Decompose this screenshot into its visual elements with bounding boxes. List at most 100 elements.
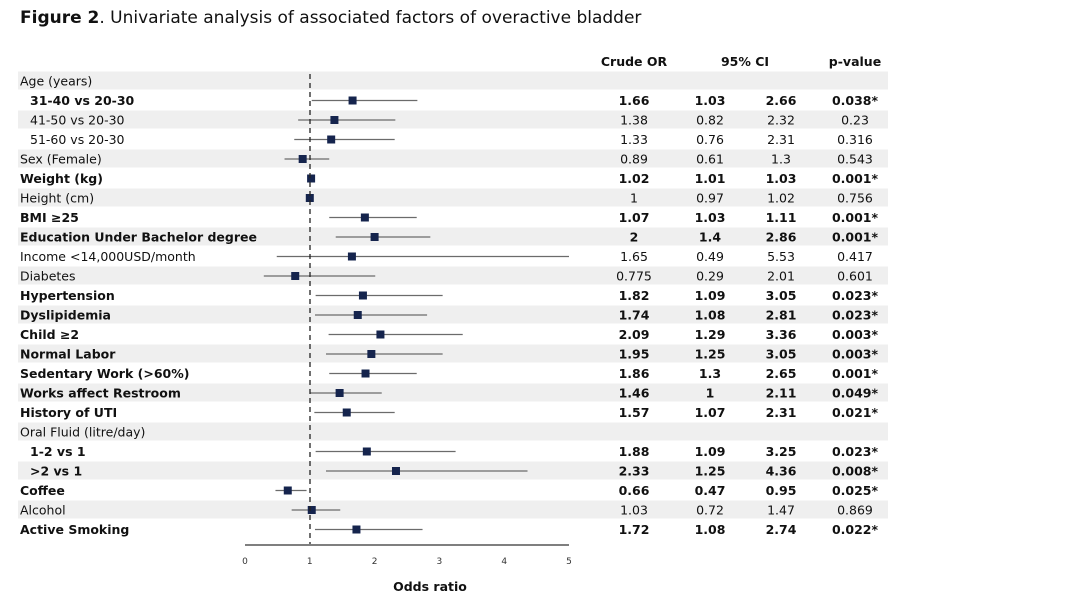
ci-lower-value: 0.29 xyxy=(696,269,724,284)
p-value: 0.008* xyxy=(832,464,879,479)
odds-ratio-marker xyxy=(330,116,339,124)
ci-upper-value: 4.36 xyxy=(766,464,797,479)
row-label: Diabetes xyxy=(20,269,76,284)
forest-row: 1-2 vs 1 1.88 1.09 3.25 0.023* xyxy=(30,444,878,459)
ci-upper-value: 5.53 xyxy=(767,249,795,264)
p-value: 0.025* xyxy=(832,483,879,498)
p-value: 0.001* xyxy=(832,171,879,186)
forest-row: Weight (kg) 1.02 1.01 1.03 0.001* xyxy=(20,171,878,186)
ci-lower-value: 0.47 xyxy=(695,483,726,498)
odds-ratio-marker xyxy=(376,330,385,339)
ci-upper-value: 2.66 xyxy=(766,93,797,108)
ci-upper-value: 2.11 xyxy=(766,386,797,401)
row-band xyxy=(18,305,888,324)
forest-row: Diabetes 0.775 0.29 2.01 0.601 xyxy=(20,269,873,284)
odds-ratio-marker xyxy=(342,408,351,417)
row-label: Alcohol xyxy=(20,503,66,518)
row-label: Income <14,000USD/month xyxy=(20,249,196,264)
row-label: Child ≥2 xyxy=(20,327,79,342)
crude-or-value: 1.82 xyxy=(619,288,650,303)
row-label: Coffee xyxy=(20,483,65,498)
odds-ratio-marker xyxy=(283,486,292,495)
crude-or-value: 1.03 xyxy=(620,503,648,518)
ci-lower-value: 1.3 xyxy=(699,366,721,381)
p-value: 0.001* xyxy=(832,230,879,245)
p-value: 0.869 xyxy=(837,503,873,518)
crude-or-value: 1.72 xyxy=(619,522,650,537)
ci-upper-value: 2.74 xyxy=(766,522,797,537)
forest-row: 31-40 vs 20-30 1.66 1.03 2.66 0.038* xyxy=(30,93,878,108)
row-band xyxy=(18,71,888,90)
ci-upper-value: 2.31 xyxy=(767,132,795,147)
crude-or-value: 2.09 xyxy=(619,327,650,342)
ci-lower-value: 1.09 xyxy=(695,444,726,459)
p-value: 0.417 xyxy=(837,249,873,264)
odds-ratio-marker xyxy=(307,174,316,183)
row-label: 51-60 vs 20-30 xyxy=(30,132,125,147)
ci-lower-value: 0.72 xyxy=(696,503,724,518)
forest-row: 51-60 vs 20-30 1.33 0.76 2.31 0.316 xyxy=(30,132,873,147)
row-label: Weight (kg) xyxy=(20,171,103,186)
row-band xyxy=(18,500,888,519)
row-label: Sex (Female) xyxy=(20,152,102,167)
row-label: Age (years) xyxy=(20,74,92,89)
row-band xyxy=(18,188,888,207)
p-value: 0.756 xyxy=(837,191,873,206)
p-value: 0.543 xyxy=(837,152,873,167)
crude-or-value: 1.46 xyxy=(619,386,650,401)
crude-or-value: 1.65 xyxy=(620,249,648,264)
ci-upper-value: 2.81 xyxy=(766,308,797,323)
crude-or-value: 1.86 xyxy=(619,366,650,381)
forest-row: Active Smoking 1.72 1.08 2.74 0.022* xyxy=(20,522,878,537)
ci-lower-value: 0.76 xyxy=(696,132,724,147)
forest-row: Normal Labor 1.95 1.25 3.05 0.003* xyxy=(20,347,878,362)
crude-or-value: 1 xyxy=(630,191,638,206)
row-band xyxy=(18,266,888,285)
ci-lower-value: 1.25 xyxy=(695,464,726,479)
x-axis-ticks: 0 1 2 3 4 5 xyxy=(242,557,572,567)
p-value: 0.023* xyxy=(832,288,879,303)
odds-ratio-marker xyxy=(370,233,379,241)
forest-row: Education Under Bachelor degree 2 1.4 2.86 0… xyxy=(20,230,878,245)
forest-row: Works affect Restroom 1.46 1 2.11 0.049* xyxy=(20,386,878,401)
x-axis-label: Odds ratio xyxy=(393,579,467,594)
row-label: 31-40 vs 20-30 xyxy=(30,93,135,108)
ci-lower-value: 0.97 xyxy=(696,191,724,206)
row-label: Sedentary Work (>60%) xyxy=(20,366,189,381)
ci-lower-value: 1.25 xyxy=(695,347,726,362)
ci-lower-value: 1.4 xyxy=(699,230,721,245)
p-value: 0.023* xyxy=(832,308,879,323)
crude-or-value: 1.88 xyxy=(619,444,650,459)
p-value: 0.003* xyxy=(832,327,879,342)
x-tick-label: 0 xyxy=(242,557,248,567)
p-value: 0.023* xyxy=(832,444,879,459)
crude-or-value: 0.89 xyxy=(620,152,648,167)
ci-upper-value: 3.05 xyxy=(766,347,797,362)
ci-upper-value: 3.25 xyxy=(766,444,797,459)
p-value: 0.001* xyxy=(832,210,879,225)
ci-upper-value: 1.03 xyxy=(766,171,797,186)
odds-ratio-marker xyxy=(291,272,300,280)
row-label: BMI ≥25 xyxy=(20,210,79,225)
forest-row: BMI ≥25 1.07 1.03 1.11 0.001* xyxy=(20,210,878,225)
crude-or-header: Crude OR xyxy=(601,54,668,69)
ci-header: 95% CI xyxy=(721,54,769,69)
odds-ratio-marker xyxy=(307,506,316,514)
row-label: Normal Labor xyxy=(20,347,116,362)
odds-ratio-marker xyxy=(352,525,361,534)
forest-row: Coffee 0.66 0.47 0.95 0.025* xyxy=(20,483,878,498)
odds-ratio-marker xyxy=(360,213,369,222)
ci-lower-value: 1.03 xyxy=(695,210,726,225)
figure-caption: . Univariate analysis of associated fact… xyxy=(99,8,642,28)
forest-row: >2 vs 1 2.33 1.25 4.36 0.008* xyxy=(30,464,878,479)
forest-row: Income <14,000USD/month 1.65 0.49 5.53 0.417 xyxy=(20,249,873,264)
ci-upper-value: 2.32 xyxy=(767,113,795,128)
row-band xyxy=(18,344,888,363)
ci-lower-value: 1 xyxy=(706,386,715,401)
forest-row: 41-50 vs 20-30 1.38 0.82 2.32 0.23 xyxy=(30,113,869,128)
figure-title: Figure 2. Univariate analysis of associa… xyxy=(20,8,641,28)
row-label: Education Under Bachelor degree xyxy=(20,230,257,245)
crude-or-value: 1.66 xyxy=(619,93,650,108)
row-label: Oral Fluid (litre/day) xyxy=(20,425,145,440)
